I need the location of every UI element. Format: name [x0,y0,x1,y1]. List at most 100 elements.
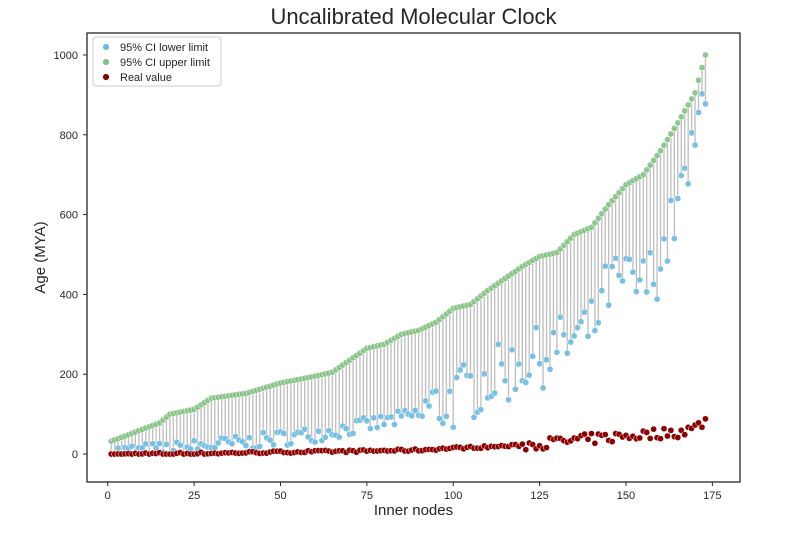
lower-limit-point [470,414,478,421]
lower-limit-point [446,388,454,395]
lower-limit-point [550,329,557,336]
lower-limit-point [556,313,564,321]
upper-limit-point [702,51,709,59]
lower-limit-point [639,257,647,265]
lower-limit-point [370,414,378,422]
lower-limit-point [301,425,309,433]
upper-limit-point [660,141,668,149]
lower-limit-point [494,340,502,348]
upper-limit-point [650,156,657,164]
real-value-point [543,444,550,451]
real-value-point [677,426,685,434]
lower-limit-point [380,421,388,428]
lower-limit-point [387,413,395,421]
lower-limit-point [418,412,426,420]
real-value-point [657,435,664,443]
lower-limit-point [491,389,499,397]
upper-limit-point [657,147,664,155]
real-value-point [695,419,702,427]
lower-limit-point [456,366,464,374]
legend-label: 95% CI upper limit [120,57,210,69]
lower-limit-point [214,439,222,447]
upper-limit-point [664,136,671,143]
lower-limit-point [311,438,319,446]
real-value-point [591,439,599,447]
real-value-point [636,434,644,442]
lower-limit-point [142,440,150,448]
upper-limit-point [646,161,654,169]
lower-limit-point [439,420,447,427]
lower-limit-point [677,172,685,179]
lower-limit-point [322,433,329,441]
lower-limit-point [532,324,540,331]
lower-limit-point [560,331,568,339]
lower-limit-point [508,346,516,354]
x-tick-label: 100 [444,490,462,502]
chart-title: Uncalibrated Molecular Clock [270,4,557,29]
lower-limit-series [107,90,709,458]
real-value-point [681,431,689,439]
lower-limit-point [366,425,374,432]
lower-limit-point [342,425,350,433]
real-value-point [674,434,682,441]
lower-limit-point [563,349,571,357]
lower-limit-point [156,440,163,447]
lower-limit-point [246,434,253,442]
real-value-point [584,436,592,443]
lower-limit-point [515,360,523,368]
legend-marker [102,73,110,81]
y-tick-label: 1000 [54,50,78,62]
legend-marker [102,58,110,66]
upper-limit-series [107,51,709,445]
x-tick-label: 25 [188,490,200,502]
lower-limit-point [577,318,585,326]
real-value-point [650,425,657,433]
lower-limit-point [256,443,264,450]
lower-limit-point [270,441,277,449]
lower-limit-point [667,197,675,204]
lower-limit-point [681,164,689,172]
lower-limit-point [477,406,485,413]
lower-limit-point [567,338,575,346]
lower-limit-point [650,280,657,288]
real-value-point [698,423,706,431]
lower-limit-point [608,263,616,270]
lower-limit-point [512,385,519,393]
lower-limit-point [664,257,671,265]
lower-limit-point [660,235,668,243]
lower-limit-point [612,254,619,262]
lower-limit-point [287,440,295,448]
real-value-point [588,430,595,437]
lower-limit-point [632,288,640,295]
legend-label: 95% CI lower limit [120,42,208,54]
lower-limit-point [646,249,654,257]
real-value-point [643,429,651,436]
lower-limit-point [653,295,661,303]
real-value-series [107,415,709,458]
upper-limit-point [674,119,682,127]
lower-limit-point [391,421,398,428]
x-tick-label: 75 [361,490,373,502]
lower-limit-point [335,433,343,441]
lower-limit-point [266,436,274,444]
x-tick-label: 125 [530,490,548,502]
legend-label: Real value [120,72,172,84]
lower-limit-point [280,430,288,437]
lower-limit-point [501,377,509,385]
lower-limit-point [688,129,695,137]
lower-limit-point [525,371,533,379]
lower-limit-point [536,360,543,368]
upper-limit-point [601,205,609,213]
lower-limit-point [315,427,322,435]
legend-marker [102,43,110,51]
upper-limit-point [653,152,661,159]
lower-limit-point [591,327,599,334]
x-tick-label: 0 [105,490,111,502]
x-tick-label: 150 [617,490,635,502]
lower-limit-point [684,180,692,188]
lower-limit-point [619,277,626,285]
lower-limit-point [588,297,595,305]
lower-limit-point [636,276,644,284]
lower-limit-point [242,442,250,449]
lower-limit-point [522,379,530,386]
